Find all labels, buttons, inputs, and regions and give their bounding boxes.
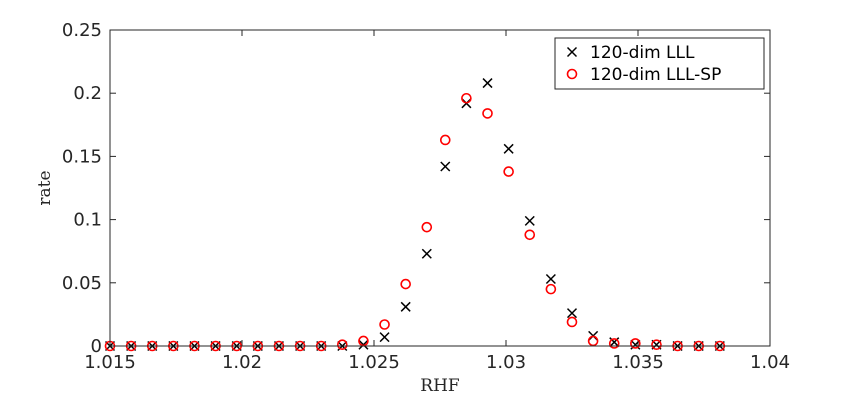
plot-frame — [109, 29, 771, 347]
x-tick-label: 1.015 — [84, 352, 136, 373]
data-point-x — [566, 308, 578, 319]
data-point-x — [482, 78, 493, 89]
legend-box — [554, 37, 765, 90]
data-point-circle — [503, 166, 514, 177]
y-tick-label: 0.25 — [62, 20, 102, 41]
data-point-x — [400, 301, 411, 312]
y-tick-label: 0.2 — [73, 83, 102, 104]
x-axis-label: RHF — [420, 376, 460, 396]
data-point-circle — [630, 338, 641, 349]
legend-marker-circle — [566, 68, 578, 80]
y-axis-label: rate — [35, 170, 55, 205]
data-point-circle — [482, 108, 493, 119]
x-tick-label: 1.035 — [612, 352, 664, 373]
x-tick-label: 1.04 — [750, 352, 790, 373]
data-point-circle — [337, 339, 348, 351]
data-point-x — [503, 143, 514, 154]
tick-layer: 1.015 1.02 1.025 1.03 1.035 1.04 0 0.05 0.1 0.15 0… — [62, 20, 790, 373]
legend-label-series-2: 120-dim LLL-SP — [590, 65, 721, 85]
data-point-circle — [566, 316, 578, 328]
data-point-circle — [651, 339, 662, 351]
x-tick-label: 1.02 — [222, 352, 262, 373]
data-point-circle — [524, 229, 536, 241]
y-tick-label: 0.05 — [62, 273, 102, 294]
legend-marker-x — [566, 46, 578, 58]
data-point-circle — [400, 278, 411, 290]
legend: 120-dim LLL 120-dim LLL-SP — [554, 37, 765, 90]
data-point-circle — [379, 319, 390, 330]
data-point-circle — [439, 134, 451, 146]
legend-label-series-1: 120-dim LLL — [590, 43, 695, 63]
y-tick-label: 0.1 — [73, 210, 102, 231]
data-point-x — [440, 161, 451, 172]
y-tick-label: 0.15 — [62, 146, 102, 167]
data-point-x — [524, 215, 535, 226]
y-tick-label: 0 — [91, 336, 102, 357]
data-point-circle — [608, 338, 620, 349]
data-point-circle — [461, 92, 472, 104]
data-point-x — [379, 332, 390, 343]
data-point-x — [421, 248, 432, 259]
legend-x-marker — [566, 46, 578, 58]
legend-circle-marker — [566, 68, 578, 80]
data-point-x — [545, 273, 556, 285]
data-point-circle — [545, 283, 557, 295]
x-tick-label: 1.03 — [486, 352, 526, 373]
data-point-circle — [587, 335, 599, 347]
x-tick-label: 1.025 — [348, 352, 400, 373]
data-point-circle — [421, 221, 433, 233]
data-point-circle — [358, 335, 369, 347]
